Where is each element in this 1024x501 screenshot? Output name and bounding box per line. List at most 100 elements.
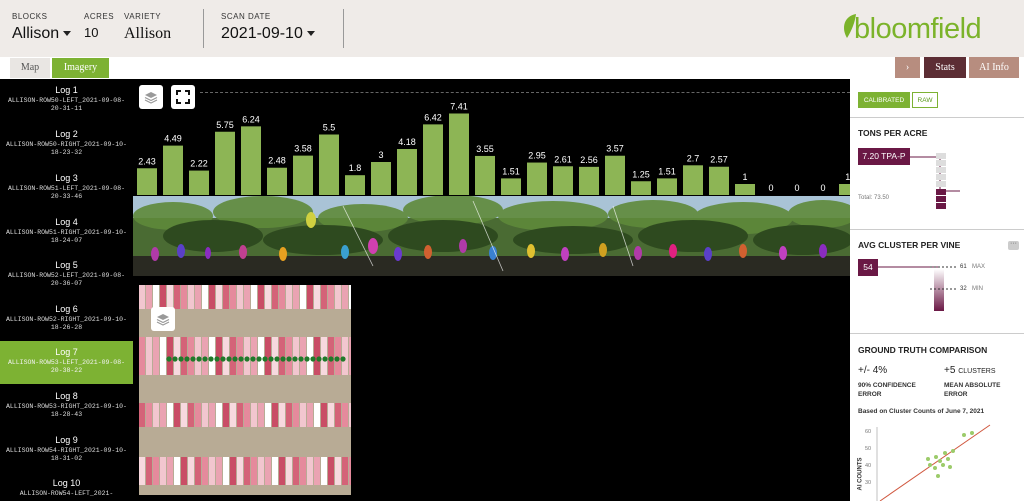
log-item[interactable]: Log 1 ALLISON-ROW50-LEFT_2021-09-08-20-3… [0,79,133,122]
yield-bar[interactable] [371,162,391,195]
reference-line [200,92,850,93]
blocks-field[interactable]: BLOCKS Allison [12,12,72,43]
detection-cell [160,285,166,309]
acres-field: ACRES 10 [84,12,114,40]
yield-bar-label: 1. [845,172,850,182]
yield-bar[interactable] [189,170,209,195]
chevron-right-icon[interactable]: › [895,57,920,78]
yield-bar[interactable] [709,166,729,195]
yield-bar[interactable] [423,124,443,195]
yield-bar[interactable] [527,162,547,195]
yield-bar[interactable] [475,155,495,195]
detection-cell [174,285,180,309]
yield-bar[interactable] [241,126,261,195]
vine-marker [232,356,238,362]
detection-cell [209,285,215,309]
tab-imagery[interactable]: Imagery [52,58,109,78]
yield-bar[interactable] [397,149,417,195]
detection-cell [167,457,173,485]
yield-bar[interactable] [137,168,157,195]
log-name: Log 3 [55,173,78,183]
log-item[interactable]: Log 2 ALLISON-ROW50-RIGHT_2021-09-10-18-… [0,123,133,166]
detection-cell [223,285,229,309]
log-name: Log 2 [55,129,78,139]
tons-per-acre-title: TONS PER ACRE [858,128,928,138]
calibrated-toggle[interactable]: CALIBRATED [858,92,910,108]
scan-date-dropdown[interactable]: 2021-09-10 [221,25,315,43]
log-item[interactable]: Log 8 ALLISON-ROW53-RIGHT_2021-09-10-18-… [0,385,133,428]
vine-marker [202,356,208,362]
detection-cell [244,403,250,427]
raw-toggle[interactable]: RAW [912,92,938,108]
log-item[interactable]: Log 4 ALLISON-ROW51-RIGHT_2021-09-10-18-… [0,211,133,254]
yield-bar-label: 1.51 [502,166,520,176]
detection-cell [244,337,250,375]
fullscreen-button[interactable] [171,85,195,109]
layers-button[interactable] [139,85,163,109]
log-file: ALLISON-ROW50-LEFT_2021-09-08-20-31-11 [7,97,126,112]
log-item[interactable]: Log 10 ALLISON-ROW54-LEFT_2021- [0,472,133,501]
log-item[interactable]: Log 9 ALLISON-ROW54-RIGHT_2021-09-10-18-… [0,429,133,472]
yield-bar[interactable] [657,178,677,195]
stats-button[interactable]: Stats [924,57,966,78]
vine-marker [298,356,304,362]
yield-bar[interactable] [735,184,755,195]
detection-cell [202,337,208,375]
imagery-view: 2.43 4.49 2.22 5.75 6.24 2.48 3.58 5.5 1.8 3 4.18 6… [133,79,850,501]
detection-cell [244,457,250,485]
detection-cell [230,457,236,485]
vine-marker [310,356,316,362]
yield-bar[interactable] [163,145,183,195]
yield-bar[interactable] [605,155,625,195]
yield-bar[interactable] [319,134,339,196]
yield-bar-label: 0 [768,183,773,193]
vine-marker [328,356,334,362]
detection-cell [307,337,313,375]
chevron-down-icon[interactable] [63,31,72,37]
detection-cell [272,285,278,309]
yield-bar[interactable] [215,131,235,195]
detection-cell [314,403,320,427]
detection-cell [181,285,187,309]
yield-bar[interactable] [449,113,469,195]
tab-map[interactable]: Map [10,58,50,78]
scan-date-field[interactable]: SCAN DATE 2021-09-10 [221,12,315,43]
log-item[interactable]: Log 3 ALLISON-ROW51-LEFT_2021-09-08-20-3… [0,167,133,210]
log-name: Log 6 [55,304,78,314]
detection-cell [216,285,222,309]
blocks-dropdown[interactable]: Allison [12,25,72,43]
yield-bar[interactable] [501,178,521,195]
yield-bar[interactable] [683,165,703,195]
yield-bar[interactable] [345,175,365,195]
detection-cell [272,457,278,485]
detection-cell [153,337,159,375]
scatter-tick: 50 [865,446,872,452]
ai-info-button[interactable]: AI Info [969,57,1019,78]
detection-cell [181,403,187,427]
log-item[interactable]: Log 6 ALLISON-ROW52-RIGHT_2021-09-10-18-… [0,298,133,341]
detection-cell [195,285,201,309]
yield-bar[interactable] [839,184,850,195]
more-options-button[interactable]: ··· [1008,240,1019,250]
yield-bar[interactable] [293,155,313,195]
log-item[interactable]: Log 5 ALLISON-ROW52-LEFT_2021-09-08-20-3… [0,254,133,297]
log-name: Log 7 [55,347,78,357]
detection-cell [328,457,334,485]
tons-badge: 7.20 TPA-P [858,148,910,165]
log-item-selected[interactable]: Log 7 ALLISON-ROW53-LEFT_2021-09-08-20-3… [0,341,133,384]
canvas-layers-button[interactable] [151,307,175,331]
yield-bar[interactable] [579,166,599,195]
detection-cell [251,285,257,309]
detection-canvas[interactable] [139,285,351,495]
detection-cell [216,403,222,427]
chevron-down-icon[interactable] [306,31,315,37]
vineyard-image[interactable] [133,196,850,276]
vine-marker [178,356,184,362]
cluster-detection-map [139,285,351,485]
yield-bar[interactable] [631,181,651,195]
detection-cell [195,403,201,427]
yield-bar[interactable] [267,167,287,195]
yield-bar[interactable] [553,166,573,195]
yield-bar-label: 2.48 [268,156,286,166]
detection-cell [202,457,208,485]
